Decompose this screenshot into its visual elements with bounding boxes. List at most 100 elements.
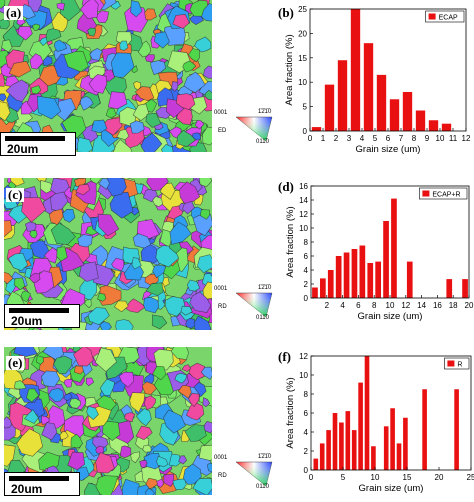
bar bbox=[422, 389, 427, 470]
ipf-label-0001-c: 0001 bbox=[214, 286, 228, 292]
x-tick-label: 14 bbox=[417, 301, 426, 310]
y-axis-label: Area fraction (%) bbox=[285, 206, 296, 277]
ipf-direction-a: ED bbox=[218, 128, 227, 134]
bar bbox=[312, 287, 318, 298]
panel-label-a: (a) bbox=[4, 5, 24, 20]
y-tick-label: 15 bbox=[298, 54, 307, 63]
histogram-d: 2 4 6 8 10 12 14 16 18 20 0 2 4 6 8 10 12 14 16 Grain size … bbox=[285, 182, 474, 322]
scale-bar-a: 20um bbox=[0, 132, 76, 156]
bar bbox=[311, 127, 322, 131]
x-tick-label: 20 bbox=[465, 301, 474, 310]
bar bbox=[403, 417, 408, 470]
ipf-direction-c: RD bbox=[218, 304, 227, 310]
bar bbox=[390, 408, 395, 470]
bar bbox=[327, 270, 334, 298]
y-tick-label: 8 bbox=[304, 238, 309, 247]
y-tick-label: 4 bbox=[304, 266, 309, 275]
x-tick-label: 20 bbox=[435, 473, 444, 482]
x-tick-label: 0 bbox=[309, 473, 314, 482]
x-tick-label: 7 bbox=[399, 134, 404, 143]
ipf-label-1210-a: 1̄2̄1̄0 bbox=[258, 109, 272, 115]
bar bbox=[383, 221, 389, 298]
y-tick-label: 8 bbox=[304, 390, 309, 399]
bar bbox=[406, 261, 413, 298]
x-tick-label: 15 bbox=[403, 473, 412, 482]
bar bbox=[326, 430, 331, 470]
x-tick-label: 18 bbox=[449, 301, 458, 310]
panel-label-b: (b) bbox=[276, 5, 296, 20]
scale-bar-e: 20um bbox=[4, 472, 80, 496]
bar bbox=[367, 263, 374, 298]
bar bbox=[415, 110, 426, 131]
x-tick-label: 5 bbox=[373, 134, 378, 143]
bar bbox=[337, 60, 348, 131]
ipf-legend-c: 0001 1̄2̄1̄0 011̄0 RD bbox=[214, 285, 274, 324]
panel-label-d: (d) bbox=[276, 179, 296, 194]
x-tick-label: 5 bbox=[341, 473, 346, 482]
bar bbox=[371, 446, 376, 470]
bar bbox=[320, 278, 326, 298]
legend: R bbox=[444, 357, 470, 370]
bar bbox=[339, 422, 344, 470]
scale-bar-label-c: 20um bbox=[11, 314, 43, 328]
scale-bar-label-e: 20um bbox=[11, 482, 43, 496]
bar bbox=[391, 198, 397, 298]
bar bbox=[446, 279, 453, 298]
x-tick-label: 6 bbox=[386, 134, 391, 143]
y-tick-label: 0 bbox=[304, 466, 309, 475]
bar bbox=[363, 43, 374, 131]
bar bbox=[383, 426, 389, 470]
x-tick-label: 12 bbox=[462, 134, 471, 143]
legend-label: ECAP bbox=[439, 15, 458, 22]
bar bbox=[345, 411, 351, 470]
bar bbox=[402, 91, 413, 131]
ipf-legend-e: 0001 1̄2̄1̄0 011̄0 RD bbox=[214, 454, 274, 493]
bar bbox=[359, 245, 366, 298]
bar bbox=[350, 9, 361, 131]
x-tick-label: 25 bbox=[467, 473, 474, 482]
y-tick-label: 5 bbox=[303, 103, 308, 112]
x-tick-label: 10 bbox=[386, 301, 395, 310]
y-tick-label: 12 bbox=[299, 352, 308, 361]
y-tick-label: 0 bbox=[303, 127, 308, 136]
y-tick-label: 2 bbox=[304, 447, 309, 456]
ipf-legend-a: 0001 1̄2̄1̄0 011̄0 ED bbox=[214, 109, 274, 148]
bar bbox=[358, 382, 363, 470]
bar bbox=[375, 261, 381, 298]
bar bbox=[313, 458, 319, 470]
bar bbox=[332, 413, 338, 470]
x-tick-label: 9 bbox=[425, 134, 430, 143]
x-tick-label: 3 bbox=[347, 134, 352, 143]
bar bbox=[364, 356, 370, 470]
bar bbox=[396, 443, 402, 470]
legend-label: R bbox=[457, 362, 462, 369]
scale-bar-c: 20um bbox=[4, 304, 80, 328]
ebsd-map-a bbox=[0, 0, 212, 152]
x-tick-label: 11 bbox=[449, 134, 458, 143]
bar bbox=[319, 443, 325, 470]
bar bbox=[454, 389, 459, 470]
y-axis-label: Area fraction (%) bbox=[285, 377, 296, 448]
x-tick-label: 16 bbox=[433, 301, 442, 310]
ipf-label-1210-e: 1̄2̄1̄0 bbox=[258, 454, 272, 460]
x-axis-label: Grain size (um) bbox=[356, 144, 421, 155]
y-axis-label: Area fraction (%) bbox=[284, 34, 295, 105]
y-tick-label: 10 bbox=[298, 78, 307, 87]
bar bbox=[389, 99, 400, 131]
x-axis-label: Grain size (um) bbox=[359, 483, 424, 494]
y-tick-label: 12 bbox=[299, 210, 308, 219]
x-tick-label: 10 bbox=[371, 473, 380, 482]
x-tick-label: 8 bbox=[372, 301, 377, 310]
y-tick-label: 6 bbox=[304, 409, 309, 418]
panel-label-f: (f) bbox=[276, 349, 293, 364]
bar bbox=[324, 84, 335, 131]
x-axis-label: Grain size (um) bbox=[358, 311, 423, 322]
panel-label-e: (e) bbox=[6, 355, 25, 370]
ipf-label-0110-e: 011̄0 bbox=[256, 484, 269, 490]
legend-label: ECAP+R bbox=[432, 192, 460, 199]
ipf-label-1210-c: 1̄2̄1̄0 bbox=[258, 285, 272, 291]
panel-label-c: (c) bbox=[6, 187, 25, 202]
x-tick-label: 0 bbox=[308, 134, 313, 143]
ipf-label-0110-c: 011̄0 bbox=[256, 315, 269, 321]
